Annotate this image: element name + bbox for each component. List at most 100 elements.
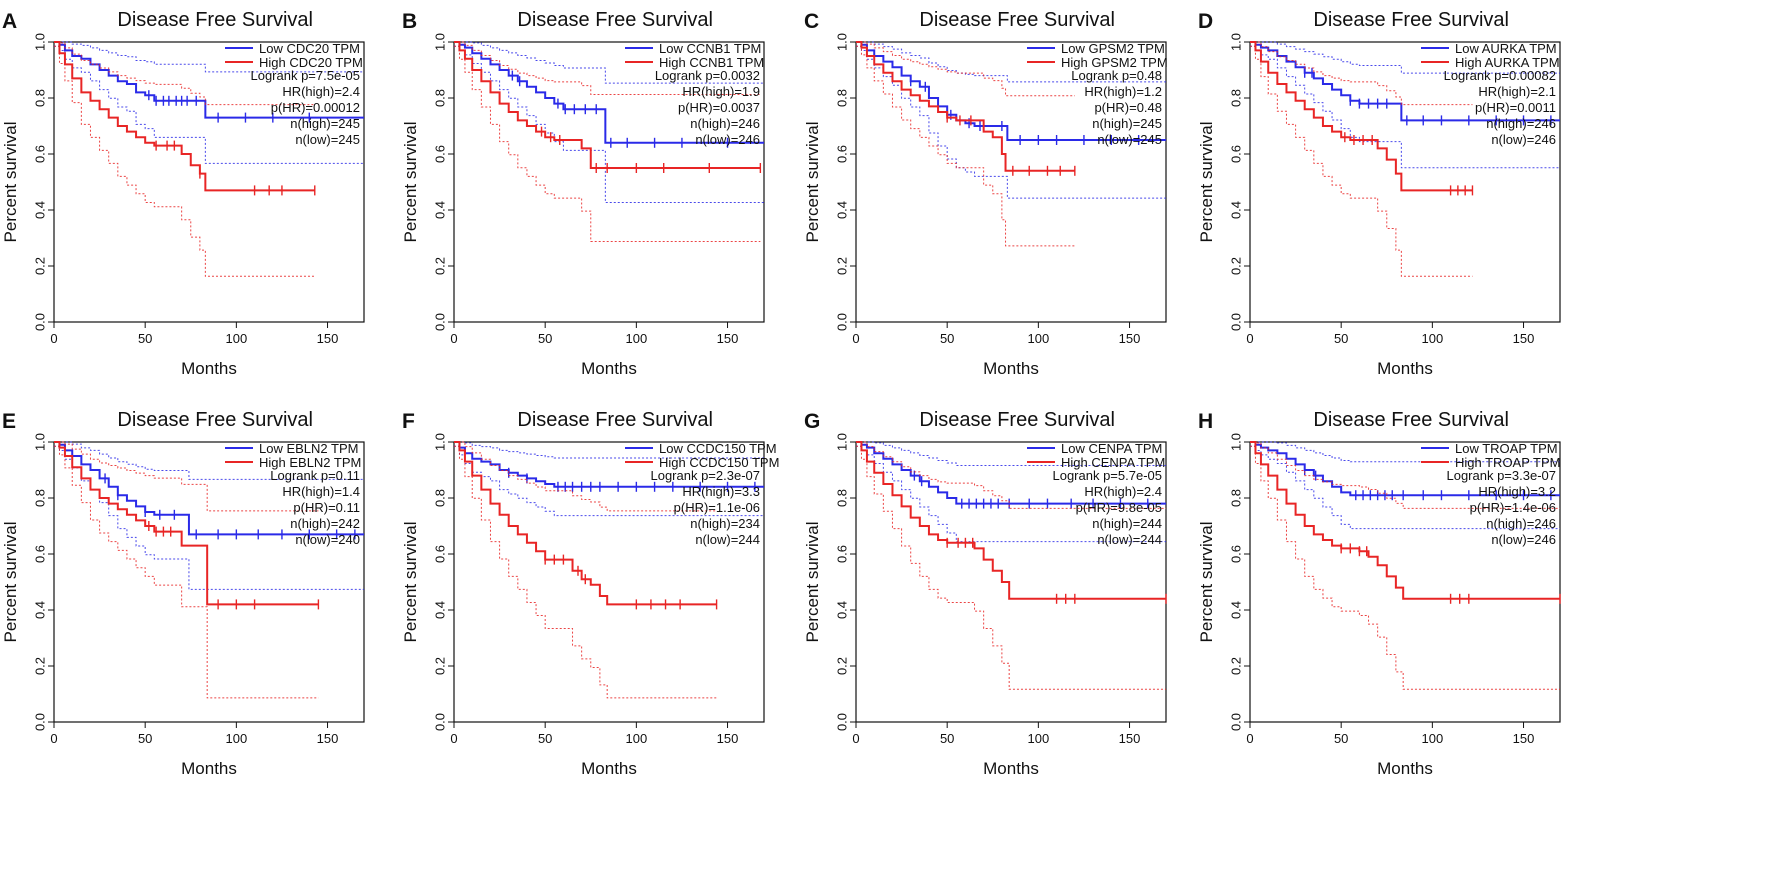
x-tick-label: 50 xyxy=(940,331,954,346)
stat-label: n(low)=246 xyxy=(1491,132,1556,147)
x-tick-label: 150 xyxy=(317,331,339,346)
stat-label: n(low)=244 xyxy=(1097,532,1162,547)
y-tick-label: 0.4 xyxy=(432,201,447,219)
stat-label: p(HR)=0.48 xyxy=(1094,100,1162,115)
ci-upper-line xyxy=(1250,41,1560,74)
stat-label: HR(high)=1.4 xyxy=(282,484,360,499)
x-tick-label: 0 xyxy=(450,331,457,346)
x-tick-label: 100 xyxy=(226,731,248,746)
panel-letter: A xyxy=(2,10,17,33)
x-axis-label: Months xyxy=(181,359,237,378)
x-axis-label: Months xyxy=(581,359,637,378)
stat-label: p(HR)=1.4e-06 xyxy=(1470,500,1556,515)
x-tick-label: 150 xyxy=(1513,731,1535,746)
y-tick-label: 0.4 xyxy=(32,601,47,619)
x-tick-label: 0 xyxy=(1246,731,1253,746)
y-tick-label: 0.6 xyxy=(432,145,447,163)
ci-upper-line xyxy=(856,41,1075,97)
ci-lower-line xyxy=(454,445,764,517)
y-axis-label: Percent survival xyxy=(401,522,420,643)
legend-label: High EBLN2 TPM xyxy=(259,455,361,470)
x-tick-label: 50 xyxy=(940,731,954,746)
y-tick-label: 1.0 xyxy=(32,433,47,451)
y-tick-label: 0.2 xyxy=(32,257,47,275)
legend-label: High CCDC150 TPM xyxy=(659,455,779,470)
x-tick-label: 0 xyxy=(852,731,859,746)
stat-label: HR(high)=2.4 xyxy=(282,84,360,99)
survival-line-high xyxy=(856,41,1075,172)
chart-title: Disease Free Survival xyxy=(117,409,313,431)
legend-label: Low CDC20 TPM xyxy=(259,41,360,56)
ci-upper-line xyxy=(1250,441,1560,463)
y-tick-label: 0.8 xyxy=(32,489,47,507)
legend-label: High GPSM2 TPM xyxy=(1061,55,1168,70)
y-tick-label: 0.4 xyxy=(432,601,447,619)
survival-line-high xyxy=(454,41,761,169)
y-tick-label: 0.2 xyxy=(834,257,849,275)
ci-upper-line xyxy=(1250,41,1473,106)
y-tick-label: 1.0 xyxy=(432,33,447,51)
stat-label: p(HR)=0.00012 xyxy=(271,100,360,115)
y-tick-label: 1.0 xyxy=(834,33,849,51)
panel-f: F Disease Free Survival 0.0 0.2 0.4 0.6 0.8 1.0… xyxy=(401,409,779,778)
stat-label: HR(high)=3.3 xyxy=(682,484,760,499)
y-tick-label: 0.0 xyxy=(834,713,849,731)
legend-label: Low EBLN2 TPM xyxy=(259,441,358,456)
stat-label: HR(high)=1.9 xyxy=(682,84,760,99)
y-tick-label: 0.8 xyxy=(432,89,447,107)
x-tick-label: 50 xyxy=(1334,731,1348,746)
plot-frame xyxy=(855,41,1167,323)
y-tick-label: 1.0 xyxy=(1228,33,1243,51)
x-axis-label: Months xyxy=(1377,359,1433,378)
x-tick-label: 100 xyxy=(1422,731,1444,746)
panel-g: G Disease Free Survival 0.0 0.2 0.4 0.6 0.8 1.0… xyxy=(803,409,1167,778)
y-tick-label: 0.6 xyxy=(834,145,849,163)
x-tick-label: 0 xyxy=(1246,331,1253,346)
y-tick-label: 0.4 xyxy=(834,601,849,619)
y-axis-label: Percent survival xyxy=(1197,122,1216,243)
ci-lower-line xyxy=(454,445,717,699)
stat-label: n(low)=246 xyxy=(1491,532,1556,547)
chart-title: Disease Free Survival xyxy=(1313,409,1509,431)
y-axis-label: Percent survival xyxy=(1,522,20,643)
y-tick-label: 0.0 xyxy=(1228,313,1243,331)
stat-label: Logrank p=5.7e-05 xyxy=(1052,468,1162,483)
x-tick-label: 0 xyxy=(852,331,859,346)
ci-lower-line xyxy=(454,45,764,203)
chart-title: Disease Free Survival xyxy=(517,409,713,431)
ci-upper-line xyxy=(856,41,1166,83)
y-axis-label: Percent survival xyxy=(803,122,822,243)
legend-label: High CENPA TPM xyxy=(1061,455,1165,470)
y-tick-label: 0.6 xyxy=(834,545,849,563)
y-axis-label: Percent survival xyxy=(1,122,20,243)
y-tick-label: 0.4 xyxy=(1228,201,1243,219)
plot-frame xyxy=(453,441,765,723)
ci-lower-line xyxy=(1250,445,1560,690)
stat-label: HR(high)=1.2 xyxy=(1084,84,1162,99)
legend-label: High TROAP TPM xyxy=(1455,455,1560,470)
x-tick-label: 150 xyxy=(717,331,739,346)
survival-line-low xyxy=(856,441,1166,505)
y-tick-label: 1.0 xyxy=(432,433,447,451)
y-tick-label: 0.0 xyxy=(432,713,447,731)
ci-upper-line xyxy=(856,441,1166,509)
y-tick-label: 0.0 xyxy=(834,313,849,331)
panel-c: C Disease Free Survival 0.0 0.2 0.4 0.6 0.8 1.0… xyxy=(803,9,1168,378)
y-tick-label: 0.2 xyxy=(834,657,849,675)
stat-label: Logrank p=0.00082 xyxy=(1444,68,1556,83)
survival-line-high xyxy=(1250,41,1473,192)
x-tick-label: 0 xyxy=(450,731,457,746)
panel-letter: C xyxy=(804,10,819,33)
x-tick-label: 50 xyxy=(138,731,152,746)
y-axis-label: Percent survival xyxy=(401,122,420,243)
ci-lower-line xyxy=(54,45,364,164)
ci-upper-line xyxy=(54,41,315,106)
y-tick-label: 0.0 xyxy=(1228,713,1243,731)
y-tick-label: 1.0 xyxy=(1228,433,1243,451)
x-tick-label: 150 xyxy=(717,731,739,746)
y-tick-label: 0.2 xyxy=(432,257,447,275)
legend-label: High AURKA TPM xyxy=(1455,55,1560,70)
chart-title: Disease Free Survival xyxy=(517,9,713,31)
stat-label: Logrank p=2.3e-07 xyxy=(650,468,760,483)
